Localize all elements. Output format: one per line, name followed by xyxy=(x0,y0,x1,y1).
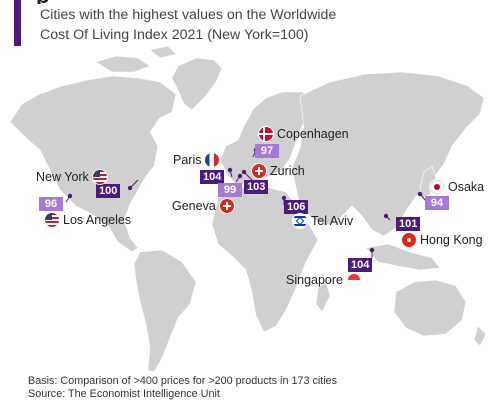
index-badge-geneva: 99 xyxy=(218,183,242,197)
city-label-hong-kong: Hong Kong xyxy=(402,233,483,247)
city-label-paris: Paris xyxy=(173,153,220,167)
north-america xyxy=(9,75,177,253)
city-name: Singapore xyxy=(286,273,343,287)
asia xyxy=(291,71,485,237)
dot-zurich xyxy=(241,169,247,175)
south-america xyxy=(133,249,197,373)
city-label-new-york: New York xyxy=(36,170,107,184)
city-name: Hong Kong xyxy=(420,233,483,247)
city-name: Copenhagen xyxy=(277,127,349,141)
city-name: Zurich xyxy=(270,164,305,178)
city-name: Los Angeles xyxy=(63,213,132,227)
index-badge-paris: 104 xyxy=(200,170,225,184)
dot-geneva xyxy=(237,173,243,179)
madagascar xyxy=(315,281,331,313)
index-badge-singapore: 104 xyxy=(348,258,373,272)
city-name: Osaka xyxy=(448,180,485,194)
index-badge-hong-kong: 101 xyxy=(396,217,421,231)
greenland xyxy=(171,57,223,111)
city-label-copenhagen: Copenhagen xyxy=(259,127,349,141)
city-name: Geneva xyxy=(172,199,216,213)
index-badge-copenhagen: 97 xyxy=(255,144,279,158)
city-label-singapore: Singapore xyxy=(286,273,361,287)
new-zealand xyxy=(473,325,487,347)
dot-singapore xyxy=(369,247,375,253)
dot-tel-aviv xyxy=(281,195,287,201)
singapore-flag-icon xyxy=(347,273,361,287)
dot-los-angeles xyxy=(67,193,73,199)
city-name: New York xyxy=(36,170,89,184)
index-badge-new-york: 100 xyxy=(96,184,121,198)
index-badge-zurich: 103 xyxy=(244,180,269,194)
landmasses xyxy=(9,45,487,373)
title-fragment: p xyxy=(36,0,156,4)
footnote-basis: Basis: Comparison of >400 prices for >20… xyxy=(28,375,338,387)
city-name: Tel Aviv xyxy=(311,214,354,228)
footnote: Basis: Comparison of >400 prices for >20… xyxy=(28,375,337,400)
footnote-source: Source: The Economist Intelligence Unit xyxy=(28,387,220,400)
subtitle-line-2: Cost Of Living Index 2021 (New York=100) xyxy=(40,27,309,43)
africa xyxy=(211,185,319,333)
france-flag-icon xyxy=(205,153,220,167)
switzerland-flag-icon xyxy=(252,164,266,178)
dot-osaka xyxy=(417,191,423,197)
subtitle: Cities with the highest values on the Wo… xyxy=(40,5,480,45)
indonesia xyxy=(365,243,441,271)
index-badge-los-angeles: 96 xyxy=(39,197,63,211)
usa-flag-icon xyxy=(45,213,59,227)
dot-paris xyxy=(227,167,233,173)
index-badge-osaka: 94 xyxy=(425,196,449,210)
subtitle-line-1: Cities with the highest values on the Wo… xyxy=(40,7,337,23)
dot-hong-kong xyxy=(383,213,389,219)
arctic-islands xyxy=(95,45,177,73)
hong-kong-flag-icon xyxy=(402,233,416,247)
usa-flag-icon xyxy=(92,170,107,184)
index-badge-tel-aviv: 106 xyxy=(284,200,309,214)
city-label-tel-aviv: Tel Aviv xyxy=(293,214,353,228)
israel-flag-icon xyxy=(293,214,307,228)
city-label-osaka: Osaka xyxy=(430,180,484,194)
dot-new-york xyxy=(127,185,133,191)
city-label-zurich: Zurich xyxy=(252,164,305,178)
australia xyxy=(393,279,467,337)
japan-flag-icon xyxy=(430,180,444,194)
city-name: Paris xyxy=(173,153,202,167)
city-label-geneva: Geneva xyxy=(172,199,234,213)
switzerland-flag-icon xyxy=(219,199,234,213)
japan xyxy=(419,165,437,199)
city-dots xyxy=(67,147,423,253)
accent-bar xyxy=(14,0,21,46)
city-label-los-angeles: Los Angeles xyxy=(45,213,131,227)
denmark-flag-icon xyxy=(259,127,273,141)
